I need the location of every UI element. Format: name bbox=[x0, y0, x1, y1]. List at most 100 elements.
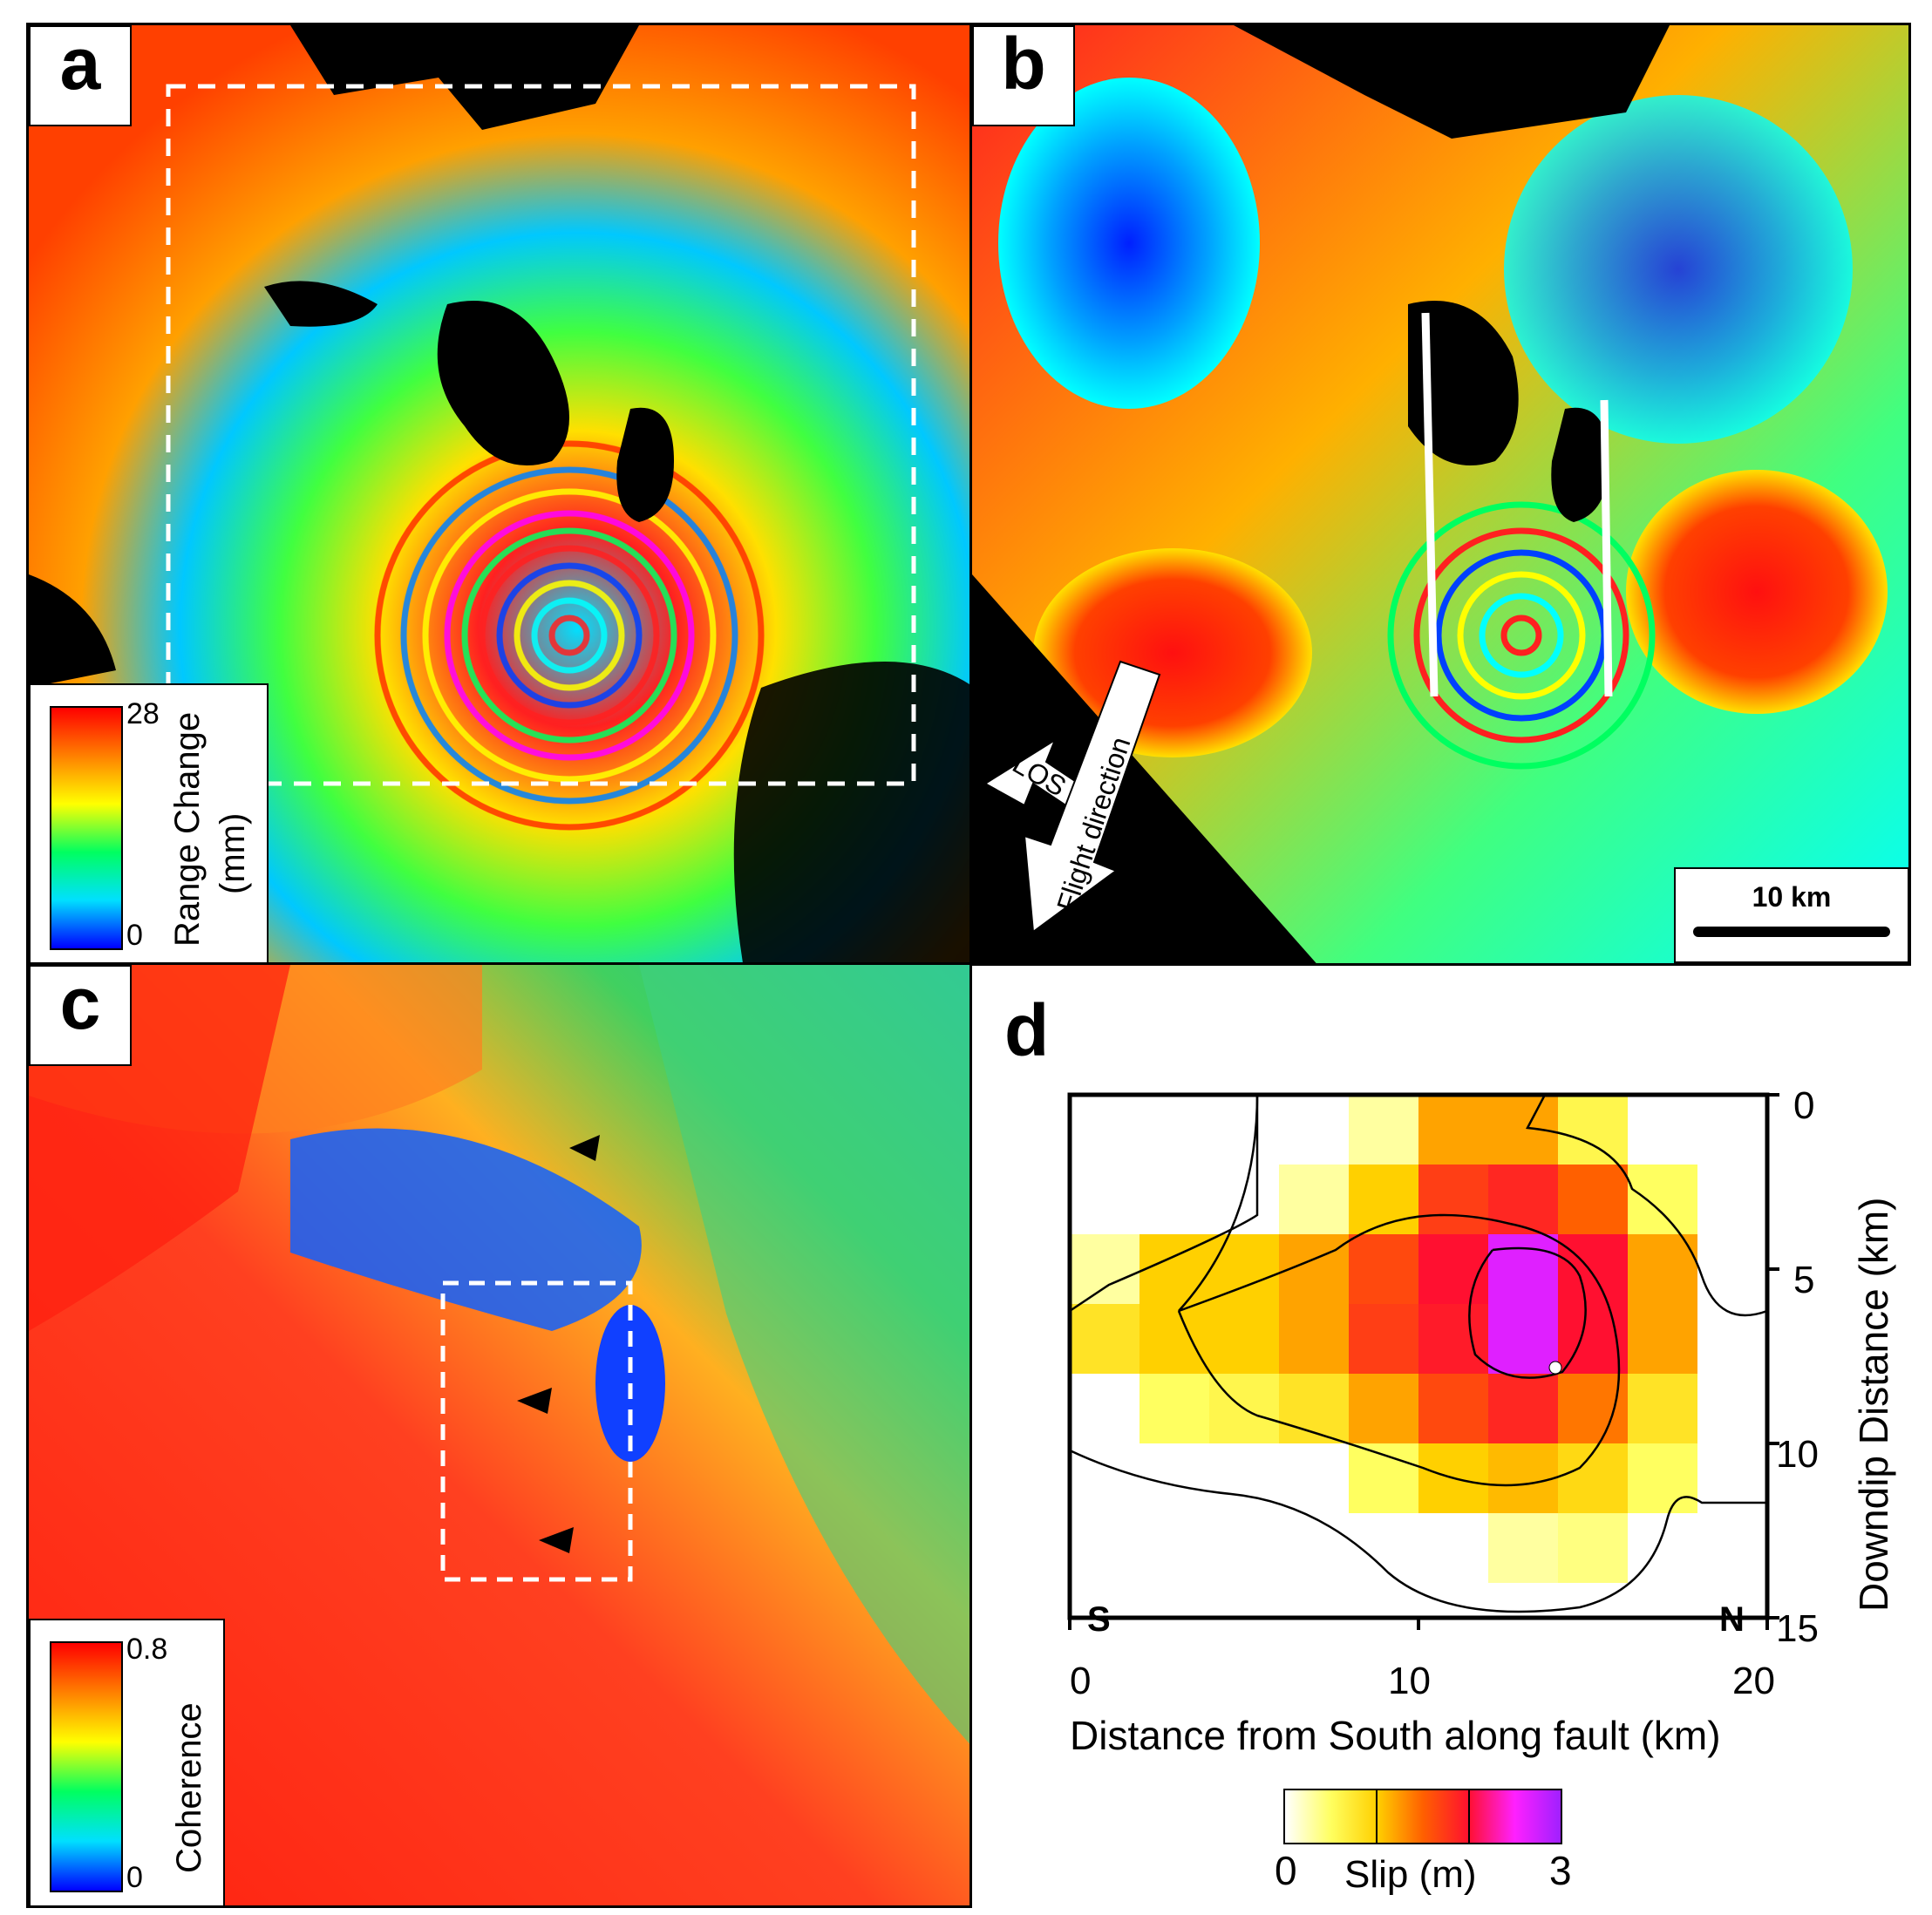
slip-cell bbox=[1628, 1443, 1697, 1513]
slip-contour bbox=[1069, 1095, 1259, 1313]
slip-cell bbox=[1279, 1095, 1349, 1165]
y-tick-5: 5 bbox=[1793, 1259, 1815, 1301]
slip-cell bbox=[1628, 1304, 1697, 1374]
slip-max: 3 bbox=[1549, 1848, 1572, 1893]
panel-d-slip: d S N 0 10 20 Distance from South along … bbox=[969, 962, 1929, 1912]
x-axis-label: Distance from South along fault (km) bbox=[1070, 1713, 1721, 1758]
y-tick-0: 0 bbox=[1793, 1084, 1815, 1127]
scale-bar-box: 10 km bbox=[1674, 867, 1908, 963]
slip-cell bbox=[1558, 1095, 1628, 1165]
slip-cell bbox=[1418, 1374, 1488, 1443]
slip-cell bbox=[1070, 1234, 1139, 1304]
range-change-unit: (mm) bbox=[214, 812, 252, 894]
slip-contour bbox=[1468, 1246, 1587, 1379]
slip-cell bbox=[1628, 1095, 1697, 1165]
slip-cell bbox=[1279, 1165, 1349, 1234]
slip-cell bbox=[1349, 1304, 1418, 1374]
slip-cell bbox=[1628, 1165, 1697, 1234]
panel-b-model: b LOS Flight direction 10 km bbox=[969, 23, 1911, 966]
slip-min: 0 bbox=[1275, 1848, 1297, 1893]
range-change-max: 28 bbox=[126, 697, 160, 730]
arrowhead-middle bbox=[517, 1388, 552, 1414]
slip-cell bbox=[1697, 1304, 1767, 1374]
slip-cell bbox=[1349, 1583, 1418, 1618]
panel-a-letter: a bbox=[29, 25, 132, 126]
slip-cell bbox=[1628, 1374, 1697, 1443]
slip-cell bbox=[1070, 1583, 1139, 1618]
arrowhead-bottom bbox=[539, 1527, 574, 1553]
slip-cell bbox=[1558, 1374, 1628, 1443]
scale-bar bbox=[1693, 927, 1890, 937]
slip-cell bbox=[1488, 1304, 1558, 1374]
slip-cell bbox=[1418, 1583, 1488, 1618]
slip-cell bbox=[1418, 1165, 1488, 1234]
model-interferogram-image bbox=[972, 25, 1908, 963]
slip-cell bbox=[1070, 1443, 1139, 1513]
panel-b-letter: b bbox=[972, 25, 1075, 126]
slip-cell bbox=[1488, 1234, 1558, 1304]
slip-cell bbox=[1209, 1513, 1279, 1583]
slip-contour bbox=[1177, 1094, 1621, 1487]
slip-cell bbox=[1279, 1583, 1349, 1618]
slip-cell bbox=[1628, 1583, 1697, 1618]
slip-cell bbox=[1139, 1165, 1209, 1234]
slip-cell bbox=[1139, 1583, 1209, 1618]
slip-cell bbox=[1070, 1304, 1139, 1374]
slip-cell bbox=[1418, 1304, 1488, 1374]
slip-cell bbox=[1488, 1513, 1558, 1583]
slip-cell bbox=[1279, 1304, 1349, 1374]
slip-label: Slip (m) bbox=[1344, 1853, 1477, 1896]
slip-cell bbox=[1697, 1513, 1767, 1583]
x-tick-20: 20 bbox=[1732, 1660, 1775, 1702]
slip-cell bbox=[1139, 1443, 1209, 1513]
slip-cell bbox=[1558, 1583, 1628, 1618]
slip-cell bbox=[1558, 1234, 1628, 1304]
slip-cell bbox=[1628, 1513, 1697, 1583]
slip-cell bbox=[1139, 1374, 1209, 1443]
slip-cell bbox=[1070, 1165, 1139, 1234]
slip-cell bbox=[1697, 1443, 1767, 1513]
slip-cell bbox=[1349, 1374, 1418, 1443]
slip-cell bbox=[1139, 1095, 1209, 1165]
coherence-max: 0.8 bbox=[126, 1633, 168, 1666]
y-axis-label: Downdip Distance (km) bbox=[1851, 1197, 1896, 1612]
scale-bar-label: 10 km bbox=[1752, 881, 1832, 913]
slip-cell bbox=[1209, 1095, 1279, 1165]
north-label: N bbox=[1719, 1600, 1745, 1639]
hypocenter-marker bbox=[1548, 1361, 1562, 1375]
slip-cell bbox=[1070, 1513, 1139, 1583]
slip-contour bbox=[1069, 1449, 1767, 1613]
slip-cell bbox=[1488, 1165, 1558, 1234]
slip-distribution-plot bbox=[1067, 1092, 1779, 1630]
x-tick-10: 10 bbox=[1388, 1660, 1431, 1702]
slip-cell bbox=[1418, 1234, 1488, 1304]
slip-cell bbox=[1628, 1234, 1697, 1304]
x-tick-0: 0 bbox=[1070, 1660, 1092, 1702]
slip-cell bbox=[1488, 1374, 1558, 1443]
slip-cell bbox=[1558, 1443, 1628, 1513]
range-change-legend: 28 0 Range Change (mm) bbox=[29, 683, 269, 963]
slip-cell bbox=[1139, 1513, 1209, 1583]
slip-cell bbox=[1139, 1304, 1209, 1374]
interferogram-image bbox=[29, 25, 969, 963]
range-change-label: Range Change bbox=[168, 711, 207, 947]
arrowhead-top bbox=[569, 1135, 600, 1161]
slip-cell bbox=[1697, 1583, 1767, 1618]
slip-cell bbox=[1209, 1443, 1279, 1513]
slip-cell bbox=[1488, 1443, 1558, 1513]
slip-contour bbox=[1526, 1094, 1768, 1317]
coherence-colorbar bbox=[50, 1641, 123, 1892]
slip-cell bbox=[1209, 1234, 1279, 1304]
range-change-min: 0 bbox=[126, 919, 143, 952]
slip-cell bbox=[1209, 1304, 1279, 1374]
panel-a-interferogram: a 28 0 Range Change (mm) bbox=[26, 23, 972, 966]
slip-cell bbox=[1558, 1513, 1628, 1583]
slip-cell bbox=[1558, 1165, 1628, 1234]
flight-direction-arrow bbox=[1023, 660, 1161, 934]
slip-cell bbox=[1697, 1374, 1767, 1443]
slip-cell bbox=[1279, 1513, 1349, 1583]
slip-cell bbox=[1697, 1095, 1767, 1165]
slip-cell bbox=[1070, 1095, 1139, 1165]
slip-cell bbox=[1418, 1513, 1488, 1583]
slip-cell bbox=[1418, 1095, 1488, 1165]
